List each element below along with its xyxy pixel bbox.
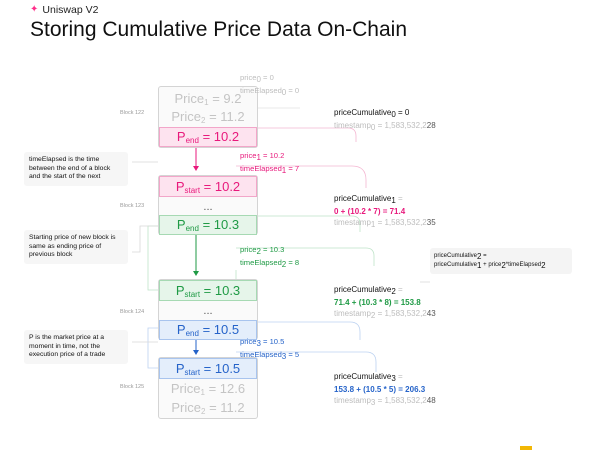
block-125-p-start: Pstart = 10.5 bbox=[159, 358, 257, 379]
block-122-price2: Price2 = 11.2 bbox=[171, 109, 245, 125]
connector-green-left bbox=[147, 225, 158, 291]
brand-header: ✦ Uniswap V2 bbox=[30, 4, 98, 16]
block-label-122: Block 122 bbox=[120, 110, 145, 116]
formula-line-2: priceCumulative1 + price2*timeElapsed2 bbox=[434, 261, 546, 270]
connector-green bbox=[258, 215, 361, 232]
interval-1: price1 = 10.2 timeElapsed1 = 7 bbox=[240, 151, 300, 175]
block-123-p-end: Pend = 10.3 bbox=[159, 215, 257, 235]
note-starting-price: Starting price of new block is same as e… bbox=[24, 230, 128, 264]
cumulative-3: priceCumulative3 = 153.8 + (10.5 * 5) = … bbox=[334, 372, 436, 407]
cumulative-1: priceCumulative1 = 0 + (10.2 * 7) = 71.4… bbox=[334, 194, 436, 229]
connector-pink bbox=[258, 127, 357, 142]
block-125-price1: Price1 = 12.6 bbox=[170, 381, 246, 397]
block-123: Pstart = 10.2 ... Pend = 10.3 bbox=[158, 175, 258, 235]
cumulative-0: priceCumulative0 = 0 timestamp0 = 1,583,… bbox=[334, 108, 436, 132]
formula-line-1: priceCumulative2 = bbox=[434, 252, 487, 261]
page-title: Storing Cumulative Price Data On-Chain bbox=[30, 18, 407, 41]
corner-accent bbox=[520, 446, 532, 450]
interval-3: price3 = 10.5 timeElapsed3 = 5 bbox=[240, 337, 300, 361]
cumulative-2: priceCumulative2 = 71.4 + (10.3 * 8) = 1… bbox=[334, 285, 436, 320]
arrow-green-head bbox=[193, 271, 199, 276]
block-123-p-start: Pstart = 10.2 bbox=[159, 176, 257, 197]
block-123-ellipsis: ... bbox=[203, 201, 213, 213]
arrow-pink-head bbox=[193, 166, 199, 171]
note-time-elapsed: timeElapsed is the time between the end … bbox=[24, 152, 128, 186]
arrow-blue-head bbox=[193, 350, 199, 355]
connector-gray-left-mid bbox=[132, 225, 158, 253]
note-market-price: P is the market price at a moment in tim… bbox=[24, 330, 128, 364]
block-124: Pstart = 10.3 ... Pend = 10.5 bbox=[158, 279, 258, 340]
interval-2: price2 = 10.3 timeElapsed2 = 8 bbox=[240, 245, 300, 269]
block-125-price2: Price2 = 11.2 bbox=[171, 400, 245, 416]
unicorn-logo-icon: ✦ bbox=[30, 4, 39, 15]
block-124-ellipsis: ... bbox=[203, 305, 213, 317]
brand-name: Uniswap V2 bbox=[42, 4, 99, 16]
block-122-p-end: Pend = 10.2 bbox=[159, 127, 257, 147]
connector-pink-to-next bbox=[236, 165, 367, 188]
formula-box: priceCumulative2 = priceCumulative1 + pr… bbox=[430, 248, 572, 274]
connector-blue-to-next bbox=[236, 351, 377, 372]
block-124-p-start: Pstart = 10.3 bbox=[159, 280, 257, 301]
block-label-124: Block 124 bbox=[120, 309, 145, 315]
interval-0: price0 = 0 timeElapsed0 = 0 bbox=[240, 73, 300, 97]
block-label-125: Block 125 bbox=[120, 384, 145, 390]
connector-blue-left bbox=[147, 327, 158, 369]
block-124-p-end: Pend = 10.5 bbox=[159, 320, 257, 340]
block-label-123: Block 123 bbox=[120, 203, 145, 209]
connector-green-to-next bbox=[236, 247, 375, 266]
block-122: Price1 = 9.2 Price2 = 11.2 Pend = 10.2 bbox=[158, 86, 258, 148]
block-122-price1: Price1 = 9.2 bbox=[174, 91, 242, 107]
connector-blue bbox=[258, 321, 361, 340]
block-125: Pstart = 10.5 Price1 = 12.6 Price2 = 11.… bbox=[158, 357, 258, 419]
